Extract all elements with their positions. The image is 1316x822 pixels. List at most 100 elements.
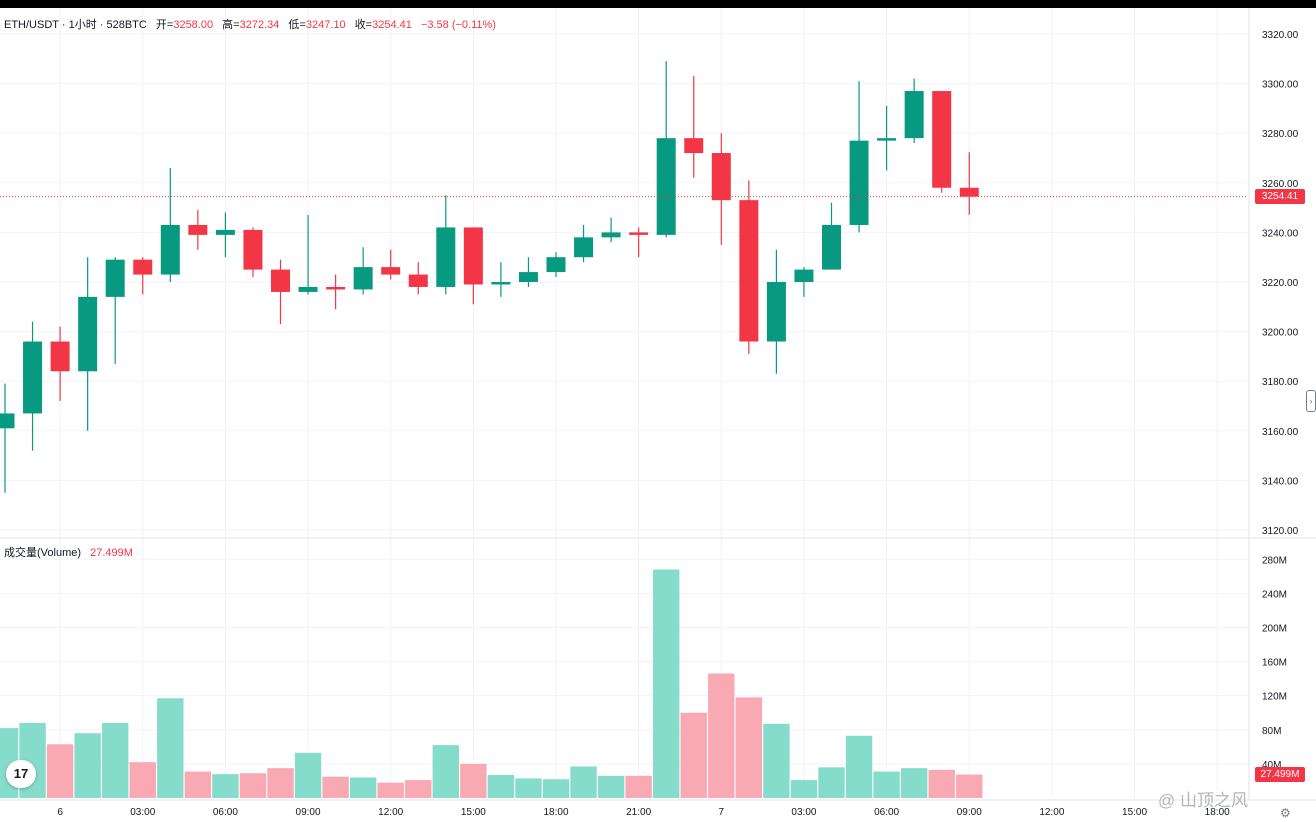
- price-tick-label: 3140.00: [1262, 476, 1299, 487]
- price-tick-label: 3200.00: [1262, 328, 1299, 339]
- volume-tick-label: 40M: [1262, 760, 1281, 771]
- candle-body: [298, 286, 318, 292]
- candle-body: [629, 232, 649, 235]
- time-tick-label: 18:00: [1205, 807, 1230, 818]
- volume-legend: 成交量(Volume) 27.499M: [4, 544, 133, 560]
- volume-bar: [818, 767, 845, 798]
- candle-body: [271, 269, 290, 292]
- candle-body: [491, 282, 511, 285]
- volume-bar: [157, 698, 184, 798]
- candle-body: [408, 274, 428, 287]
- time-tick-label: 15:00: [1122, 807, 1147, 818]
- time-tick-label: 21:00: [626, 807, 651, 818]
- volume-bar: [900, 768, 928, 798]
- open-value: 3258.00: [173, 19, 214, 31]
- candle-body: [794, 269, 814, 282]
- price-tick-label: 3120.00: [1262, 526, 1299, 537]
- price-tick-label: 3160.00: [1262, 427, 1299, 438]
- volume-bar: [570, 766, 597, 798]
- volume-tick-label: 240M: [1262, 589, 1287, 600]
- volume-tick-label: 80M: [1262, 726, 1281, 737]
- time-tick-label: 15:00: [461, 807, 486, 818]
- settings-gear-icon[interactable]: ⚙: [1280, 806, 1291, 820]
- volume-bar: [763, 723, 790, 798]
- price-tick-label: 3320.00: [1262, 30, 1299, 41]
- watermark: @ 山顶之风: [1158, 791, 1248, 810]
- candle-body: [822, 224, 841, 270]
- candle-body: [959, 187, 979, 197]
- candle-body: [932, 91, 952, 188]
- volume-bar: [212, 774, 239, 798]
- low-label: 低=: [288, 19, 306, 31]
- candle-body: [105, 259, 125, 297]
- close-value: 3254.41: [372, 19, 412, 31]
- candle-body: [78, 296, 98, 372]
- candle-body: [50, 341, 70, 372]
- candle-body: [188, 224, 208, 235]
- volume-tick-label: 120M: [1262, 692, 1287, 703]
- tradingview-logo-icon[interactable]: 17: [6, 760, 36, 788]
- candle-body: [546, 257, 566, 273]
- volume-bar: [928, 769, 955, 798]
- candle-body: [739, 200, 759, 342]
- time-tick-label: 09:00: [957, 807, 982, 818]
- volume-bar: [102, 722, 129, 798]
- time-tick-label: 03:00: [791, 807, 816, 818]
- last-price-tag: 3254.41: [1255, 189, 1305, 204]
- open-label: 开=: [155, 19, 174, 31]
- scale-drag-handle[interactable]: ›: [1306, 390, 1316, 412]
- candle-body: [656, 138, 676, 235]
- volume-value: 27.499M: [90, 547, 133, 559]
- candle-body: [904, 91, 924, 139]
- candle-body: [381, 267, 401, 275]
- candle-body: [160, 224, 180, 275]
- time-tick-label: 03:00: [130, 807, 155, 818]
- volume-bar: [129, 762, 156, 798]
- candle-body: [326, 286, 346, 290]
- change-value: −3.58 (−0.11%): [420, 19, 496, 31]
- candle-body: [23, 341, 43, 414]
- candle-body: [601, 232, 621, 238]
- volume-bar: [790, 780, 818, 798]
- candle-body: [436, 227, 456, 287]
- candle-body: [518, 272, 538, 282]
- volume-bar: [377, 782, 404, 798]
- volume-bar: [680, 712, 707, 798]
- window-top-bar: [0, 0, 1316, 8]
- volume-bar: [349, 777, 377, 798]
- candle-body: [463, 227, 483, 285]
- time-tick-label: 09:00: [296, 807, 321, 818]
- volume-bar: [735, 697, 763, 798]
- volume-bar: [956, 774, 983, 798]
- time-tick-label: 06:00: [213, 807, 238, 818]
- last-volume-tag: 27.499M: [1255, 767, 1305, 782]
- candle-body: [766, 282, 786, 342]
- volume-label[interactable]: 成交量(Volume): [4, 547, 82, 559]
- volume-bar: [184, 771, 212, 798]
- volume-bar: [845, 735, 873, 798]
- time-tick-label: 12:00: [378, 807, 403, 818]
- volume-bar: [46, 744, 74, 798]
- candle-body: [0, 413, 15, 429]
- time-tick-label: 7: [719, 807, 725, 818]
- candle-body: [353, 267, 373, 290]
- volume-bar: [294, 752, 322, 798]
- volume-bar: [432, 745, 459, 798]
- symbol-title[interactable]: ETH/USDT · 1小时 · 528BTC: [4, 19, 147, 31]
- candle-body: [243, 229, 263, 270]
- volume-tick-label: 160M: [1262, 658, 1287, 669]
- price-tick-label: 3180.00: [1262, 377, 1299, 388]
- volume-bar: [74, 733, 101, 798]
- candle-body: [849, 140, 869, 225]
- candle-body: [877, 138, 897, 141]
- price-tick-label: 3220.00: [1262, 278, 1299, 289]
- volume-bar: [515, 778, 542, 798]
- candle-body: [215, 229, 235, 235]
- symbol-legend: ETH/USDT · 1小时 · 528BTC 开=3258.00 高=3272…: [4, 16, 496, 32]
- volume-bar: [653, 569, 680, 798]
- volume-tick-label: 200M: [1262, 623, 1287, 634]
- volume-bar: [239, 773, 267, 798]
- price-tick-label: 3240.00: [1262, 228, 1299, 239]
- time-tick-label: 12:00: [1039, 807, 1064, 818]
